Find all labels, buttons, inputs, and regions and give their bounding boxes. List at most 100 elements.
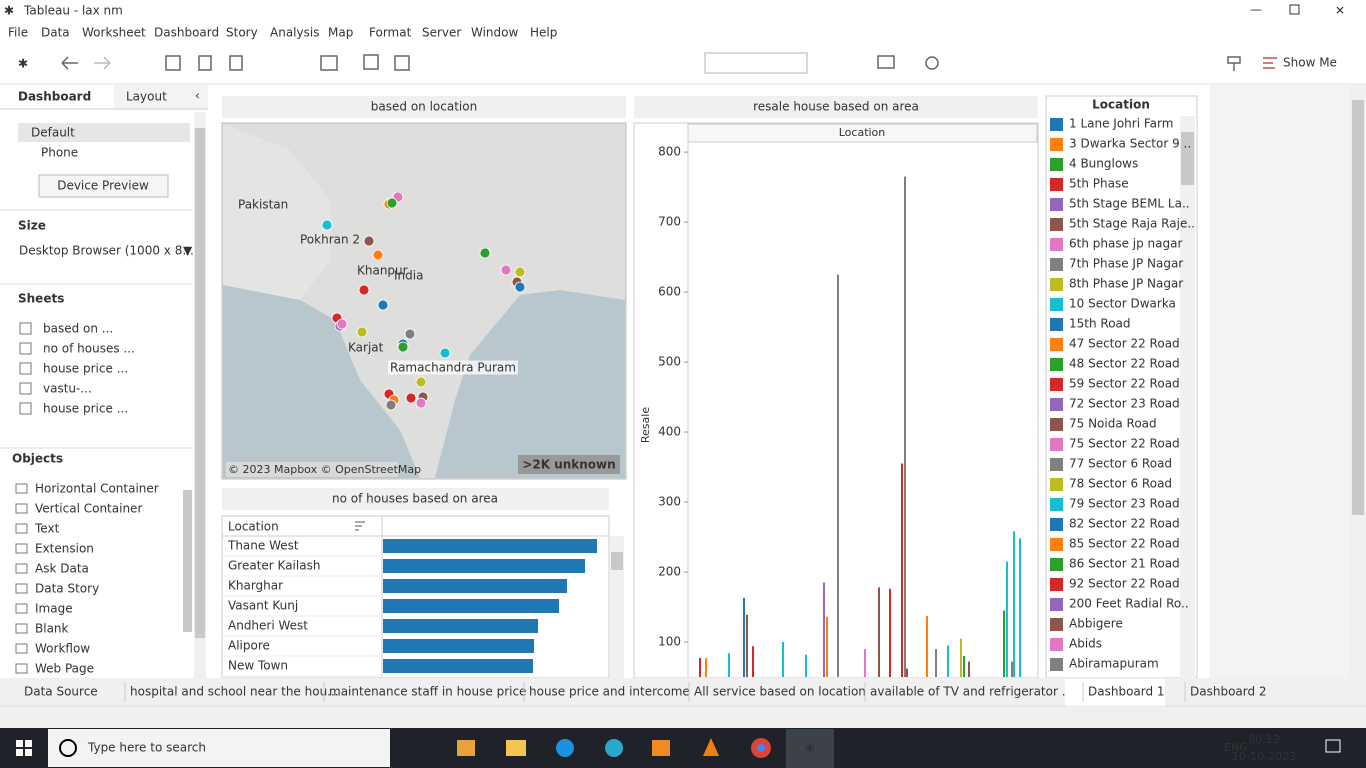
menu-item[interactable]: File [8,26,28,40]
legend-label[interactable]: 8th Phase JP Nagar [1069,277,1183,291]
bar[interactable] [826,616,828,677]
legend-label[interactable]: 5th Phase [1069,177,1129,191]
bar[interactable] [947,645,949,677]
bar[interactable] [383,599,559,613]
legend-label[interactable]: Abids [1069,637,1102,651]
legend-label[interactable]: 77 Sector 6 Road [1069,457,1172,471]
device[interactable]: Phone [41,146,78,160]
new-sheet[interactable] [320,55,338,71]
map-point[interactable] [500,264,512,276]
legend-label[interactable]: 48 Sector 22 Road [1069,357,1180,371]
device-preview-button[interactable] [38,174,169,198]
tableau-active[interactable] [786,729,834,768]
sheet-tab[interactable]: Data Source [24,685,98,699]
legend-label[interactable]: 78 Sector 6 Road [1069,477,1172,491]
legend-scroll-thumb[interactable] [1181,132,1194,185]
legend-swatch[interactable] [1050,538,1063,551]
legend-label[interactable]: 10 Sector Dwarka [1069,297,1176,311]
map-point[interactable] [439,347,451,359]
map-point[interactable] [405,392,417,404]
legend-swatch[interactable] [1050,478,1063,491]
legend-swatch[interactable] [1050,198,1063,211]
bar[interactable] [904,176,906,678]
menu-item[interactable]: Story [226,26,258,40]
sheet-tab[interactable]: available of TV and refrigerator ... [870,685,1073,699]
layout-tab[interactable]: Layout [126,90,167,104]
object-name[interactable]: Image [35,602,73,616]
legend-swatch[interactable] [1050,378,1063,391]
device[interactable]: Default [31,126,75,140]
canvas-scroll-thumb[interactable] [1352,100,1364,515]
menu-item[interactable]: Map [328,26,353,40]
legend-swatch[interactable] [1050,558,1063,571]
object-name[interactable]: Ask Data [35,562,89,576]
bar[interactable] [823,582,825,677]
bar[interactable] [926,616,928,677]
search-box[interactable] [48,729,390,767]
language[interactable]: ENG [1224,741,1248,754]
object-name[interactable]: Blank [35,622,69,636]
tableau-logo[interactable]: ✱ [18,57,28,71]
bar[interactable] [1006,561,1008,677]
legend-label[interactable]: Abiramapuram [1069,657,1159,671]
sheet-tab[interactable]: maintenance staff in house price [329,685,526,699]
sheet-name[interactable]: vastu-... [43,382,92,396]
legend-label[interactable]: 4 Bunglows [1069,157,1138,171]
legend-swatch[interactable] [1050,278,1063,291]
maximize[interactable] [1289,4,1300,15]
map-point[interactable] [514,266,526,278]
search-placeholder[interactable]: Type here to search [87,741,206,755]
legend-scrollbar[interactable] [1180,116,1195,678]
legend-swatch[interactable] [1050,238,1063,251]
size-dropdown[interactable]: ▼ [183,244,193,258]
clock-date[interactable]: 10-10-2023 [1232,750,1296,763]
houses-scroll-thumb[interactable] [611,552,623,570]
sheet-tab[interactable]: All service based on location [694,685,866,699]
unknown-badge[interactable] [518,455,620,474]
legend-swatch[interactable] [1050,438,1063,451]
object-name[interactable]: Extension [35,542,94,556]
edge[interactable] [556,739,574,757]
sheet-name[interactable]: house price ... [43,362,128,376]
show-me[interactable]: Show Me [1283,56,1337,70]
new-datasource[interactable] [198,55,212,71]
map-point[interactable] [372,249,384,261]
bar[interactable] [968,661,970,677]
clear[interactable] [394,55,410,71]
legend-label[interactable]: 3 Dwarka Sector 9 .. [1069,137,1191,151]
map-point[interactable] [479,247,491,259]
bar[interactable] [383,559,585,573]
map-point[interactable] [514,281,526,293]
bar[interactable] [383,539,597,553]
legend-label[interactable]: 1 Lane Johri Farm [1069,117,1173,131]
show-me-icon[interactable] [1263,57,1277,69]
legend-swatch[interactable] [1050,518,1063,531]
legend-swatch[interactable] [1050,138,1063,151]
explorer[interactable] [506,740,526,756]
dashboard-tab[interactable]: Dashboard [18,90,91,104]
size-value[interactable]: Desktop Browser (1000 x 8... [19,244,194,258]
sheet-name[interactable]: based on ... [43,322,113,336]
bar[interactable] [889,588,891,677]
legend-swatch[interactable] [1050,398,1063,411]
presentation[interactable] [877,55,895,69]
legend-swatch[interactable] [1050,358,1063,371]
clock-time[interactable]: 00:12 [1248,733,1280,746]
menu-item[interactable]: Window [471,26,519,40]
minimize[interactable]: — [1250,3,1262,17]
menu-item[interactable]: Dashboard [154,26,219,40]
bar[interactable] [746,614,748,677]
houses-scrollbar[interactable] [610,536,624,678]
legend-swatch[interactable] [1050,578,1063,591]
vlc[interactable] [703,738,719,756]
bar[interactable] [1011,661,1013,677]
map-point[interactable] [385,399,397,411]
bar[interactable] [699,658,701,677]
sheet-tab[interactable]: Dashboard 1 [1088,685,1165,699]
close[interactable]: ✕ [1335,4,1345,18]
legend-label[interactable]: 47 Sector 22 Road [1069,337,1180,351]
legend-swatch[interactable] [1050,658,1063,671]
legend-label[interactable]: 82 Sector 22 Road [1069,517,1180,531]
sheet-name[interactable]: house price ... [43,402,128,416]
bar[interactable] [743,597,745,677]
